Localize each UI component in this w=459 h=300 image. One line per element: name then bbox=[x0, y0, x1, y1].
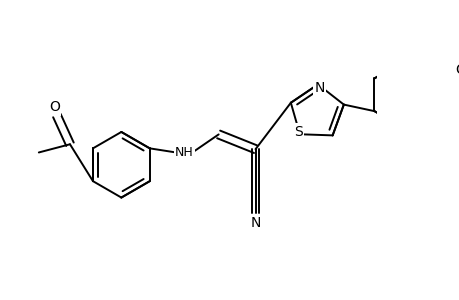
Text: N: N bbox=[314, 81, 324, 95]
Text: O: O bbox=[49, 100, 60, 114]
Text: S: S bbox=[293, 125, 302, 139]
Text: N: N bbox=[250, 216, 260, 230]
Text: NH: NH bbox=[174, 146, 193, 159]
Text: O: O bbox=[454, 63, 459, 77]
